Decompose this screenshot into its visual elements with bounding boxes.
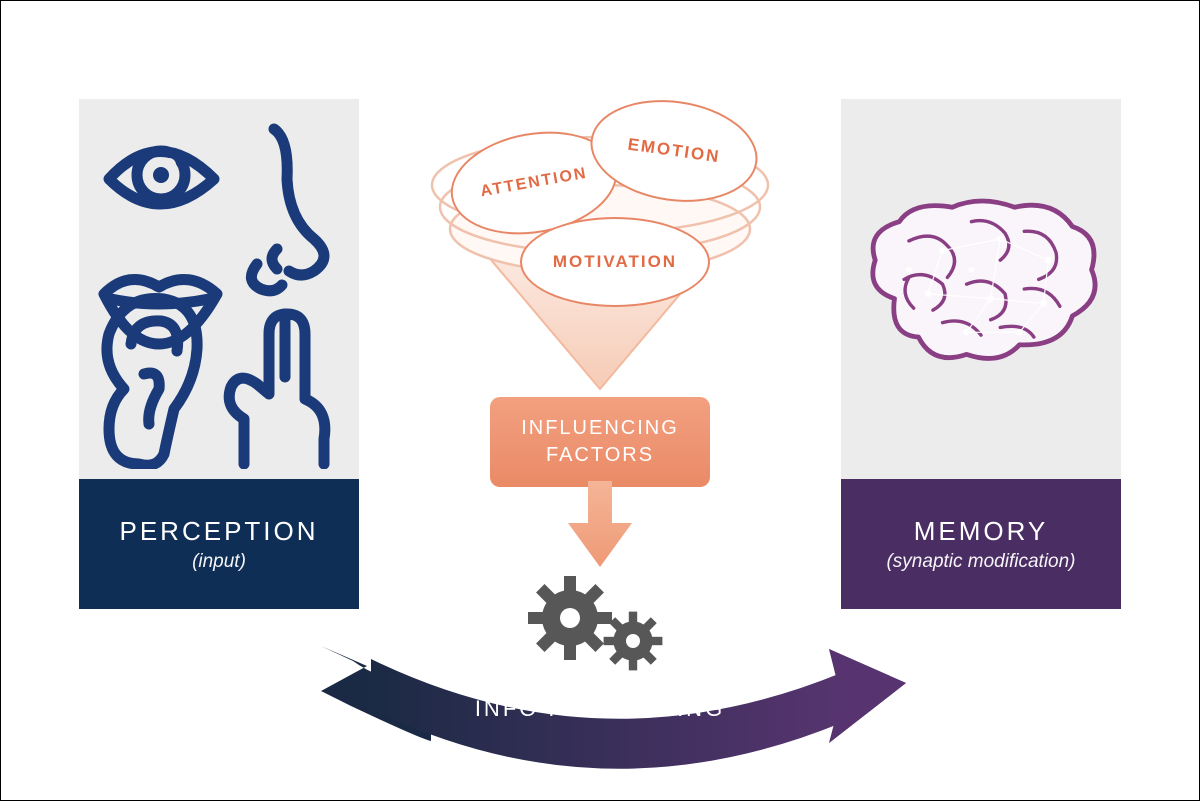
perception-title: PERCEPTION (119, 516, 318, 547)
info-processing-label: INFO PROCESSING (475, 696, 725, 722)
memory-subtitle: (synaptic modification) (886, 551, 1075, 573)
emotion-label: EMOTION (626, 135, 721, 168)
motivation-label: MOTIVATION (553, 252, 677, 272)
nose-icon (251, 129, 324, 291)
hand-icon (229, 314, 325, 464)
influencing-factors-box: INFLUENCING FACTORS (490, 397, 710, 487)
gears-icon (515, 563, 685, 688)
memory-title: MEMORY (914, 516, 1049, 547)
eye-icon (109, 151, 214, 204)
influencing-line2: FACTORS (500, 442, 700, 469)
brain-icon (841, 99, 1121, 479)
senses-icon-group (79, 99, 359, 479)
perception-footer: PERCEPTION (input) (79, 479, 359, 609)
memory-panel: MEMORY (synaptic modification) (841, 99, 1121, 609)
attention-label: ATTENTION (479, 165, 589, 202)
perception-panel: PERCEPTION (input) (79, 99, 359, 609)
motivation-ellipse: MOTIVATION (520, 217, 710, 307)
perception-subtitle: (input) (192, 551, 246, 573)
down-arrow-icon (560, 481, 640, 571)
memory-footer: MEMORY (synaptic modification) (841, 479, 1121, 609)
influencing-line1: INFLUENCING (500, 415, 700, 442)
